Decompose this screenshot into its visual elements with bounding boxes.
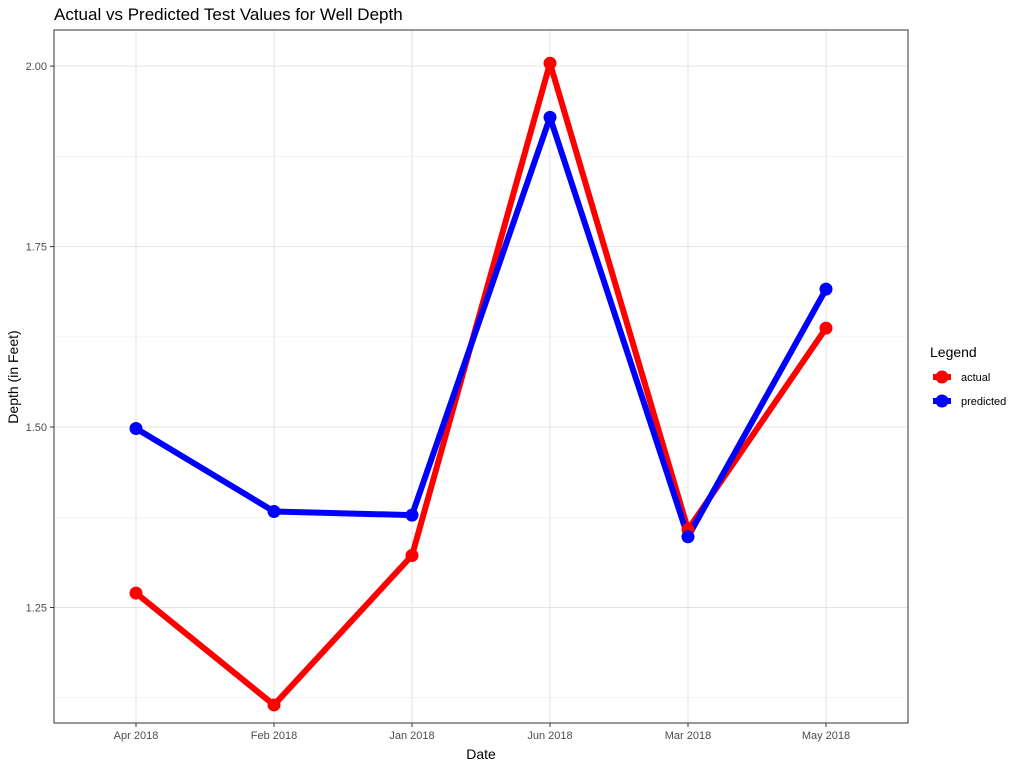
y-axis: 1.25 1.50 1.75 2.00: [26, 61, 54, 615]
legend-label-actual: actual: [961, 372, 990, 384]
x-axis-title: Date: [466, 746, 496, 762]
x-tick-label: Feb 2018: [251, 730, 297, 742]
plot-panel: [53, 29, 909, 724]
x-tick-label: Jun 2018: [527, 730, 572, 742]
y-tick-label: 1.50: [26, 422, 47, 434]
data-point-predicted: [267, 504, 281, 518]
data-point-predicted: [129, 421, 143, 435]
grid-major: [54, 30, 908, 723]
legend: Legend actual predicted: [930, 344, 1006, 408]
data-point-actual: [819, 321, 833, 335]
data-point-predicted: [681, 530, 695, 544]
data-point-predicted: [405, 508, 419, 522]
x-tick-label: Mar 2018: [665, 730, 711, 742]
y-tick-label: 1.75: [26, 242, 47, 254]
data-point-actual: [129, 586, 143, 600]
grid-minor: [54, 156, 908, 699]
data-point-actual: [543, 56, 557, 70]
legend-key-point-actual: [935, 370, 949, 384]
y-axis-title: Depth (in Feet): [5, 330, 21, 423]
chart-title: Actual vs Predicted Test Values for Well…: [54, 5, 403, 24]
x-tick-label: Jan 2018: [389, 730, 434, 742]
legend-key-point-predicted: [935, 394, 949, 408]
data-point-actual: [267, 698, 281, 712]
y-tick-label: 1.25: [26, 603, 47, 615]
data-point-predicted: [543, 110, 557, 124]
series-layer: [129, 56, 833, 712]
x-tick-label: Apr 2018: [114, 730, 159, 742]
x-axis: Apr 2018 Feb 2018 Jan 2018 Jun 2018 Mar 2018…: [114, 723, 850, 742]
legend-items: actual predicted: [933, 370, 1006, 408]
x-tick-label: May 2018: [802, 730, 850, 742]
legend-label-predicted: predicted: [961, 396, 1006, 408]
data-point-predicted: [819, 282, 833, 296]
plot-border: [53, 29, 909, 724]
series-line-predicted: [134, 114, 829, 540]
y-tick-label: 2.00: [26, 61, 47, 73]
legend-title: Legend: [930, 344, 977, 360]
data-point-actual: [405, 549, 419, 563]
